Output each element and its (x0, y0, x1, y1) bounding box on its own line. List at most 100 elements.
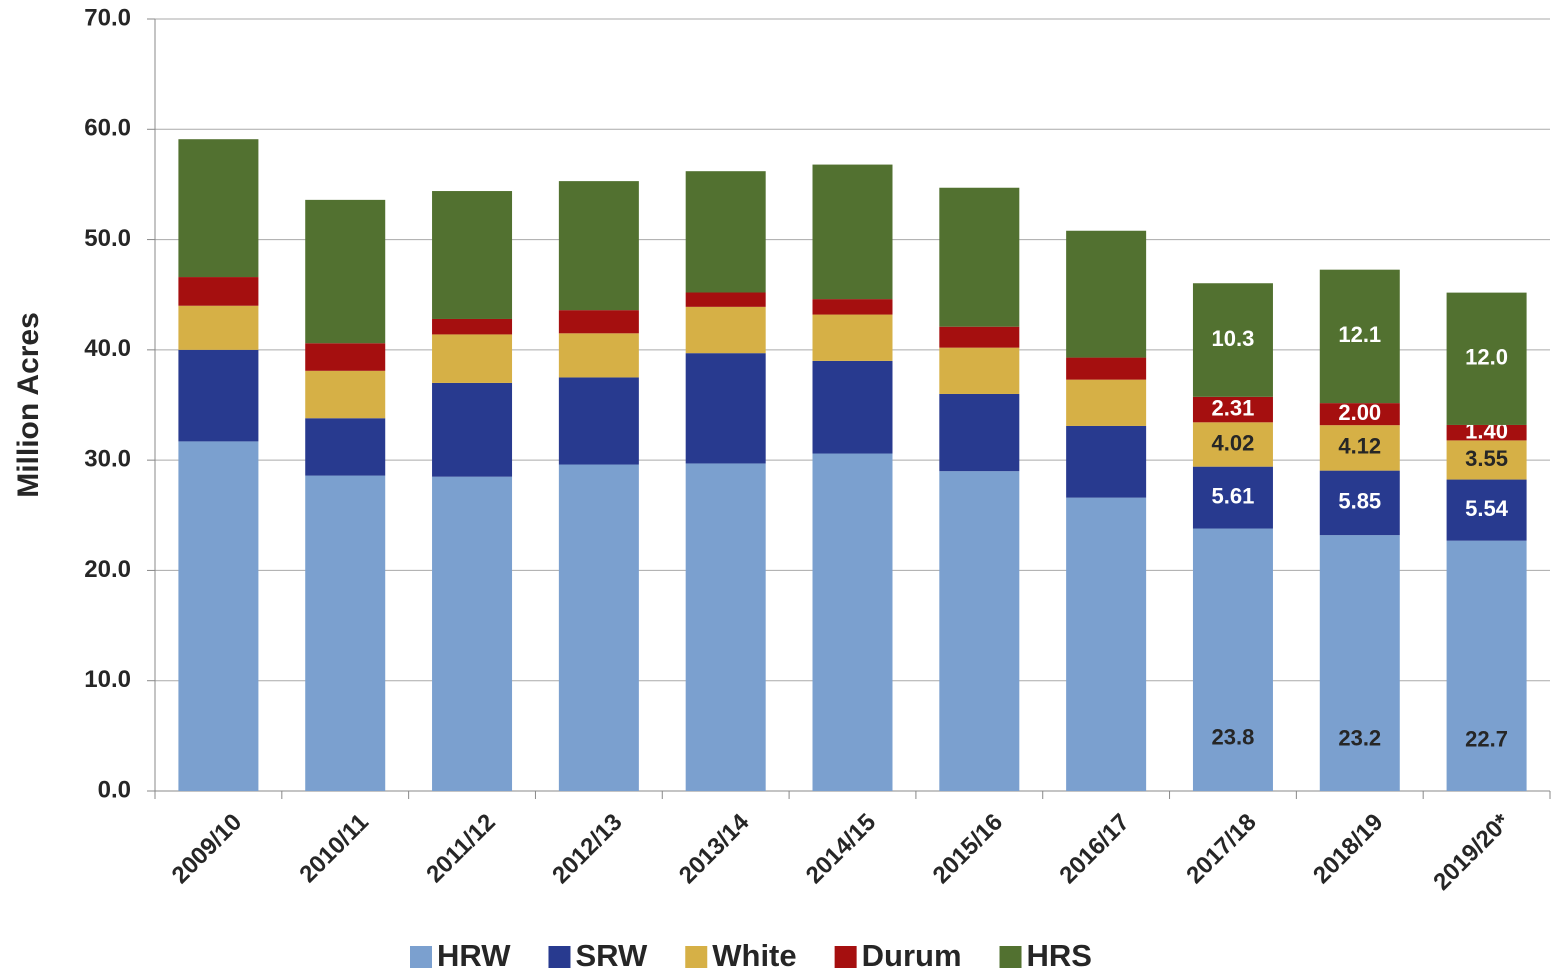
y-tick-label: 60.0 (84, 115, 131, 142)
bar-segment (558, 181, 639, 311)
bar-segment (1446, 479, 1527, 541)
bar-segment (1319, 425, 1400, 471)
bar-segment (939, 326, 1020, 348)
bar-segment (432, 191, 513, 319)
bar-segment (939, 393, 1020, 472)
y-tick-label: 20.0 (84, 556, 131, 583)
data-label: 5.54 (1465, 496, 1509, 521)
legend-label: Durum (862, 938, 962, 973)
y-tick-label: 50.0 (84, 225, 131, 252)
bar-segment (305, 370, 386, 419)
x-tick-label: 2009/10 (167, 809, 247, 889)
legend-label: SRW (575, 938, 648, 973)
data-label: 12.0 (1465, 345, 1508, 370)
legend-label: HRW (437, 938, 511, 973)
data-label: 4.02 (1212, 430, 1255, 455)
bar-segment (432, 382, 513, 477)
legend-swatch (548, 946, 571, 968)
bar-segment (1446, 440, 1527, 480)
bar-segment (685, 306, 766, 354)
bar-segment (558, 310, 639, 334)
bar-segment (432, 318, 513, 335)
y-tick-label: 30.0 (84, 445, 131, 472)
bar-segment (558, 464, 639, 791)
bar-segment (178, 277, 259, 306)
x-tick-label: 2010/11 (294, 809, 374, 889)
legend-swatch (410, 946, 432, 968)
data-label: 2.31 (1212, 395, 1255, 420)
bar-segment (812, 453, 893, 791)
bar-segment (685, 171, 766, 293)
bar-segment (305, 343, 386, 371)
x-tick-label: 2019/20* (1428, 808, 1516, 896)
y-tick-label: 10.0 (84, 666, 131, 693)
x-tick-label: 2011/12 (421, 809, 501, 889)
bar-segment (1446, 424, 1527, 441)
bar-segment (178, 305, 259, 350)
x-tick-label: 2013/14 (674, 808, 755, 889)
bar-segment (939, 187, 1020, 327)
x-tick-label: 2016/17 (1054, 809, 1134, 889)
bar-segment (1192, 528, 1273, 791)
bar-segment (1066, 425, 1147, 498)
legend-label: White (712, 938, 796, 973)
bar-segment (1066, 357, 1147, 380)
y-axis-title: Million Acres (12, 312, 45, 498)
bar-segment (178, 441, 259, 791)
bar-segment (305, 199, 386, 344)
y-tick-label: 70.0 (84, 4, 131, 31)
bar-segment (939, 347, 1020, 394)
x-tick-label: 2014/15 (801, 809, 881, 889)
bar-segment (1066, 230, 1147, 358)
legend-swatch (685, 946, 708, 968)
x-tick-label: 2012/13 (547, 809, 627, 889)
data-label: 4.12 (1338, 434, 1381, 459)
bar-segment (1319, 403, 1400, 426)
data-label: 5.61 (1212, 483, 1255, 508)
bar-segment (1319, 535, 1400, 791)
data-label: 12.1 (1338, 322, 1381, 347)
bar-segment (939, 471, 1020, 791)
bar-segment (1192, 466, 1273, 529)
bar-segment (432, 476, 513, 791)
bar-segment (1192, 283, 1273, 397)
data-label: 10.3 (1212, 326, 1255, 351)
legend-label: HRS (1027, 938, 1092, 973)
bar-segment (812, 360, 893, 454)
y-tick-label: 0.0 (98, 776, 131, 803)
data-label: 5.85 (1338, 489, 1381, 514)
bar-segment (812, 299, 893, 315)
y-tick-label: 40.0 (84, 335, 131, 362)
bar-segment (1319, 269, 1400, 404)
bar-segment (558, 377, 639, 465)
bar-segment (685, 463, 766, 791)
legend-swatch (999, 946, 1022, 968)
x-tick-label: 2015/16 (928, 809, 1008, 889)
legend-swatch (834, 946, 857, 968)
bar-segment (1192, 396, 1273, 423)
bar-segment (178, 139, 259, 278)
bar-segment (1446, 292, 1527, 425)
bar-segment (812, 314, 893, 361)
bar-segment (305, 418, 386, 476)
bar-segment (812, 164, 893, 300)
data-label: 23.2 (1338, 726, 1381, 751)
bar-segment (1319, 470, 1400, 536)
x-tick-label: 2018/19 (1308, 809, 1388, 889)
bar-segment (685, 353, 766, 464)
data-label: 2.00 (1338, 400, 1381, 425)
x-tick-label: 2017/18 (1181, 809, 1261, 889)
bar-segment (305, 475, 386, 791)
bar-segment (1192, 422, 1273, 467)
bar-segment (685, 292, 766, 307)
bar-segment (1066, 497, 1147, 791)
bar-segment (432, 334, 513, 383)
bar-segment (178, 349, 259, 442)
data-label: 22.7 (1465, 727, 1508, 752)
data-label: 3.55 (1465, 446, 1508, 471)
bar-segment (1446, 540, 1527, 791)
bar-segment (558, 333, 639, 378)
bar-segment (1066, 379, 1147, 426)
data-label: 23.8 (1212, 724, 1255, 749)
